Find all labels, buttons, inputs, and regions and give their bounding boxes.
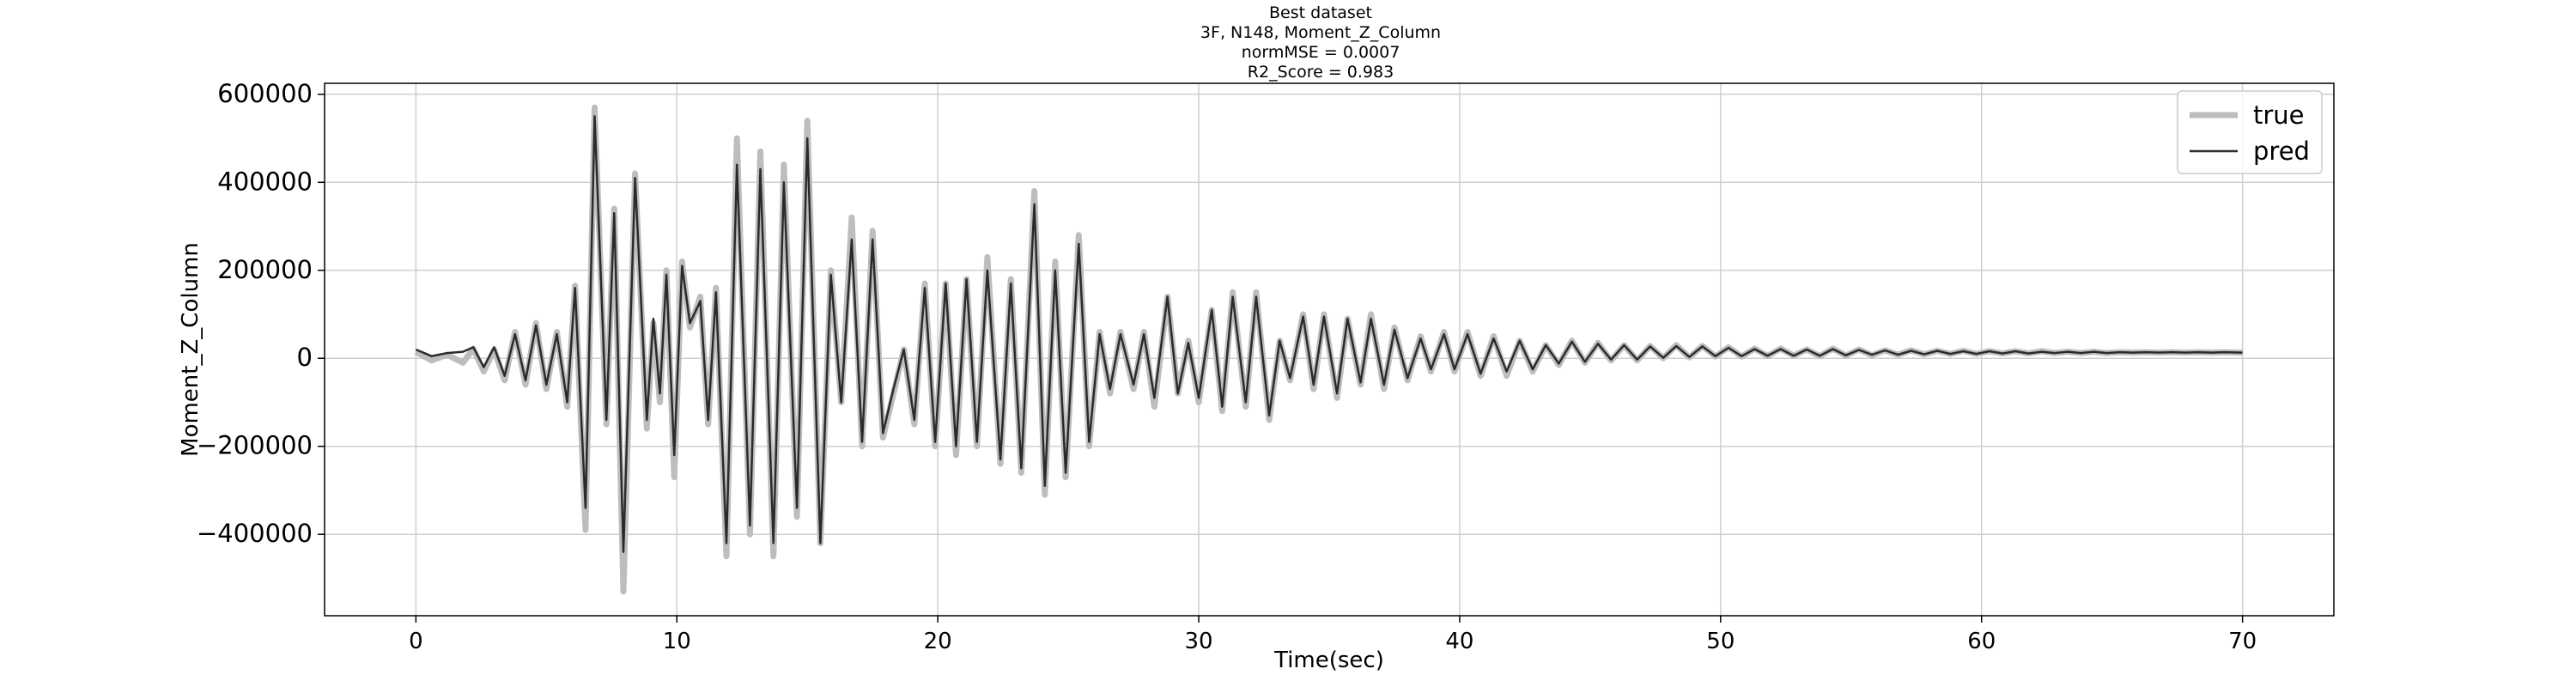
legend-label-pred: pred bbox=[2253, 137, 2310, 166]
x-tick-label: 50 bbox=[1706, 629, 1735, 654]
y-tick-label: 600000 bbox=[217, 79, 313, 108]
x-tick-label: 60 bbox=[1967, 629, 1996, 654]
legend-box bbox=[2177, 90, 2323, 174]
y-tick-label: 0 bbox=[297, 343, 313, 372]
y-tick-label: 200000 bbox=[217, 255, 313, 284]
y-tick-label: −400000 bbox=[197, 519, 313, 548]
y-tick-label: 400000 bbox=[217, 167, 313, 196]
chart-title-line-1: Best dataset bbox=[1269, 3, 1372, 22]
chart-title-line-4: R2_Score = 0.983 bbox=[1247, 63, 1394, 82]
x-axis-label: Time(sec) bbox=[1274, 647, 1384, 673]
chart-title-line-3: normMSE = 0.0007 bbox=[1241, 43, 1400, 62]
x-tick-label: 70 bbox=[2228, 629, 2257, 654]
y-tick-label: −200000 bbox=[197, 431, 313, 460]
x-tick-label: 30 bbox=[1185, 629, 1213, 654]
legend: true pred bbox=[2177, 90, 2323, 174]
series-layer bbox=[414, 104, 2243, 595]
x-tick-label: 40 bbox=[1445, 629, 1473, 654]
x-tick-label: 20 bbox=[924, 629, 952, 654]
x-tick-label: 10 bbox=[663, 629, 691, 654]
plot-frame bbox=[324, 82, 2335, 617]
chart-title-line-2: 3F, N148, Moment_Z_Column bbox=[1200, 23, 1442, 42]
legend-label-true: true bbox=[2253, 100, 2305, 130]
ticks: 0 10 20 30 40 50 60 70 600000 400000 200000 0 −20000… bbox=[197, 79, 2257, 654]
y-axis-label: Moment_Z_Column bbox=[178, 242, 204, 457]
series-line-pred bbox=[415, 115, 2243, 553]
x-tick-label: 0 bbox=[409, 629, 423, 654]
